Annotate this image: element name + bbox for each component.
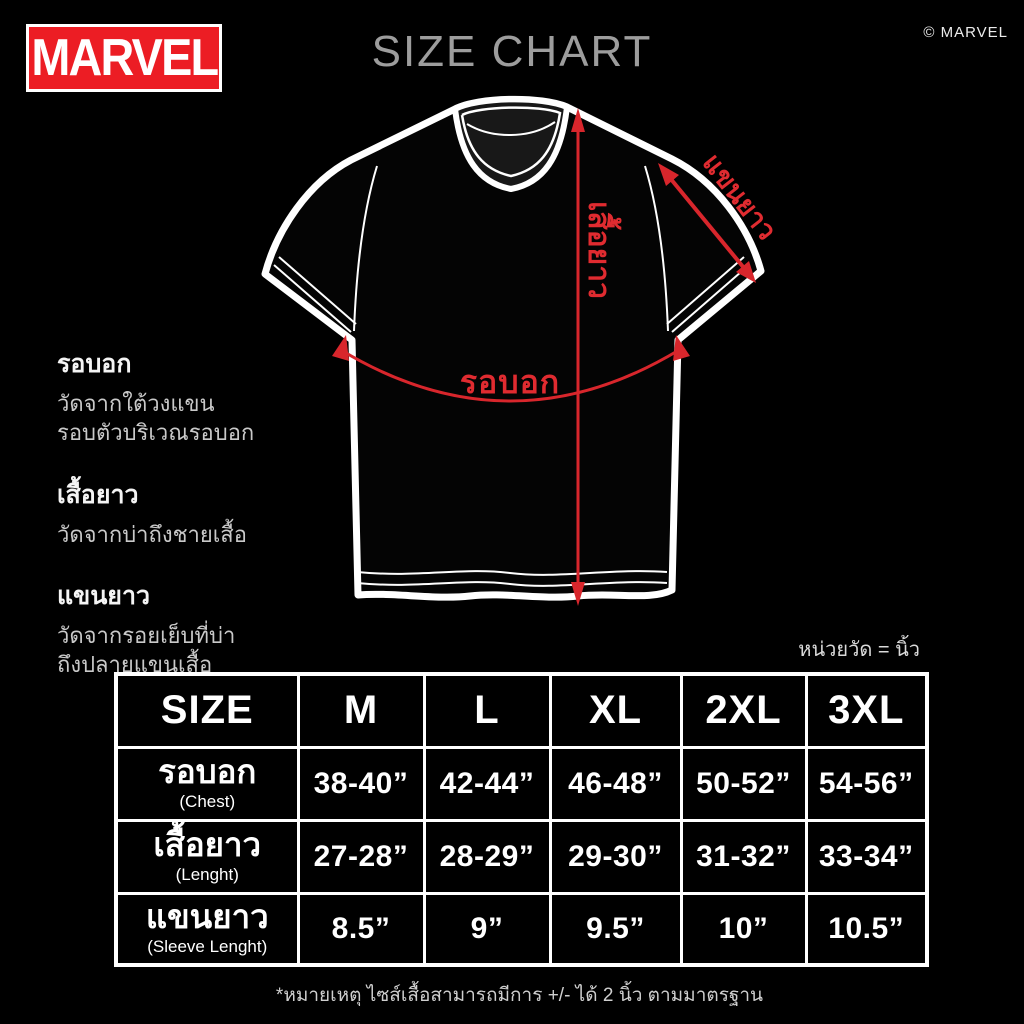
hem-stitch-2 — [356, 581, 668, 587]
sleeve-arrow-top — [658, 163, 679, 186]
value-cell: 42-44” — [422, 745, 552, 822]
guide-length-title: เสื้อยาว — [57, 480, 139, 509]
value-cell: 9.5” — [548, 891, 683, 967]
header-cell-l: L — [422, 672, 552, 749]
value-cell: 29-30” — [548, 818, 683, 895]
value-cell: 54-56” — [804, 745, 929, 822]
hem-stitch-1 — [356, 570, 668, 576]
measurement-guide: รอบอก วัดจากใต้วงแขน รอบตัวบริเวณรอบอก เ… — [57, 344, 317, 706]
row-label-chest: รอบอก (Chest) — [114, 745, 300, 822]
guide-chest-title: รอบอก — [57, 350, 132, 378]
cuff-stitch-left-1 — [273, 264, 352, 333]
table-row-sleeve: แขนยาว (Sleeve Lenght) 8.5” 9” 9.5” 10” … — [114, 891, 929, 967]
value-cell: 8.5” — [296, 891, 426, 967]
chest-arrow-left — [332, 335, 349, 361]
header-cell-3xl: 3XL — [804, 672, 929, 749]
header-cell-xl: XL — [548, 672, 683, 749]
chest-arrow-right — [673, 335, 690, 361]
length-arrow-bottom — [571, 582, 585, 606]
copyright-text: © MARVEL — [923, 24, 1008, 41]
value-cell: 46-48” — [548, 745, 683, 822]
header-cell-m: M — [296, 672, 426, 749]
row-label-chest-en: (Chest) — [179, 791, 236, 811]
sleeve-arrow-line — [668, 176, 746, 270]
sleeve-arrow-bottom — [736, 261, 756, 283]
length-arrow-top — [571, 108, 585, 132]
footnote: *หมายเหตุ ไซส์เสื้อสามารถมีการ +/- ได้ 2… — [275, 985, 764, 1006]
value-cell: 31-32” — [679, 818, 808, 895]
guide-sleeve-line1: วัดจากรอยเย็บที่บ่า — [57, 622, 236, 648]
unit-note: หน่วยวัด = นิ้ว — [798, 639, 920, 661]
page-title: SIZE CHART — [371, 27, 653, 76]
armhole-seam-right — [644, 165, 669, 332]
guide-chest-line2: รอบตัวบริเวณรอบอก — [57, 420, 255, 446]
value-cell: 50-52” — [679, 745, 808, 822]
value-cell: 9” — [422, 891, 552, 967]
table-header-row: SIZE M L XL 2XL 3XL — [114, 672, 929, 749]
row-label-length-th: เสื้อยาว — [153, 826, 262, 864]
armhole-seam-left — [353, 165, 378, 332]
value-cell: 10.5” — [804, 891, 929, 967]
value-cell: 38-40” — [296, 745, 426, 822]
row-label-sleeve-en: (Sleeve Lenght) — [147, 937, 268, 957]
value-cell: 28-29” — [422, 818, 552, 895]
chest-measure-label: รอบอก — [460, 364, 560, 400]
marvel-logo: MARVEL — [26, 24, 222, 92]
table-row-length: เสื้อยาว (Lenght) 27-28” 28-29” 29-30” 3… — [114, 818, 929, 895]
back-neckline — [466, 121, 556, 136]
guide-sleeve: แขนยาว วัดจากรอยเย็บที่บ่า ถึงปลายแขนเสื… — [57, 576, 317, 680]
row-label-sleeve: แขนยาว (Sleeve Lenght) — [114, 891, 300, 967]
header-cell-2xl: 2XL — [679, 672, 808, 749]
row-label-length: เสื้อยาว (Lenght) — [114, 818, 300, 895]
size-table: SIZE M L XL 2XL 3XL รอบอก (Chest) 38-40”… — [114, 672, 929, 967]
cuff-stitch-right-1 — [671, 264, 750, 333]
marvel-logo-text: MARVEL — [31, 29, 219, 87]
row-label-sleeve-th: แขนยาว — [145, 898, 269, 936]
guide-sleeve-title: แขนยาว — [57, 581, 151, 610]
value-cell: 27-28” — [296, 818, 426, 895]
table-row-chest: รอบอก (Chest) 38-40” 42-44” 46-48” 50-52… — [114, 745, 929, 822]
guide-length: เสื้อยาว วัดจากบ่าถึงชายเสื้อ — [57, 475, 317, 549]
header-cell-size: SIZE — [114, 672, 300, 749]
guide-length-line1: วัดจากบ่าถึงชายเสื้อ — [57, 521, 247, 547]
cuff-stitch-right-2 — [666, 256, 745, 325]
collar-inner-line — [460, 106, 562, 178]
value-cell: 10” — [679, 891, 808, 967]
guide-chest-line1: วัดจากใต้วงแขน — [57, 391, 215, 416]
guide-chest: รอบอก วัดจากใต้วงแขน รอบตัวบริเวณรอบอก — [57, 344, 317, 448]
collar — [452, 96, 570, 192]
value-cell: 33-34” — [804, 818, 929, 895]
length-measure-label: เสื้อยาว — [582, 201, 622, 299]
cuff-stitch-left-2 — [278, 256, 357, 325]
row-label-chest-th: รอบอก — [158, 753, 257, 791]
row-label-length-en: (Lenght) — [175, 864, 239, 884]
chest-arc — [340, 348, 680, 403]
